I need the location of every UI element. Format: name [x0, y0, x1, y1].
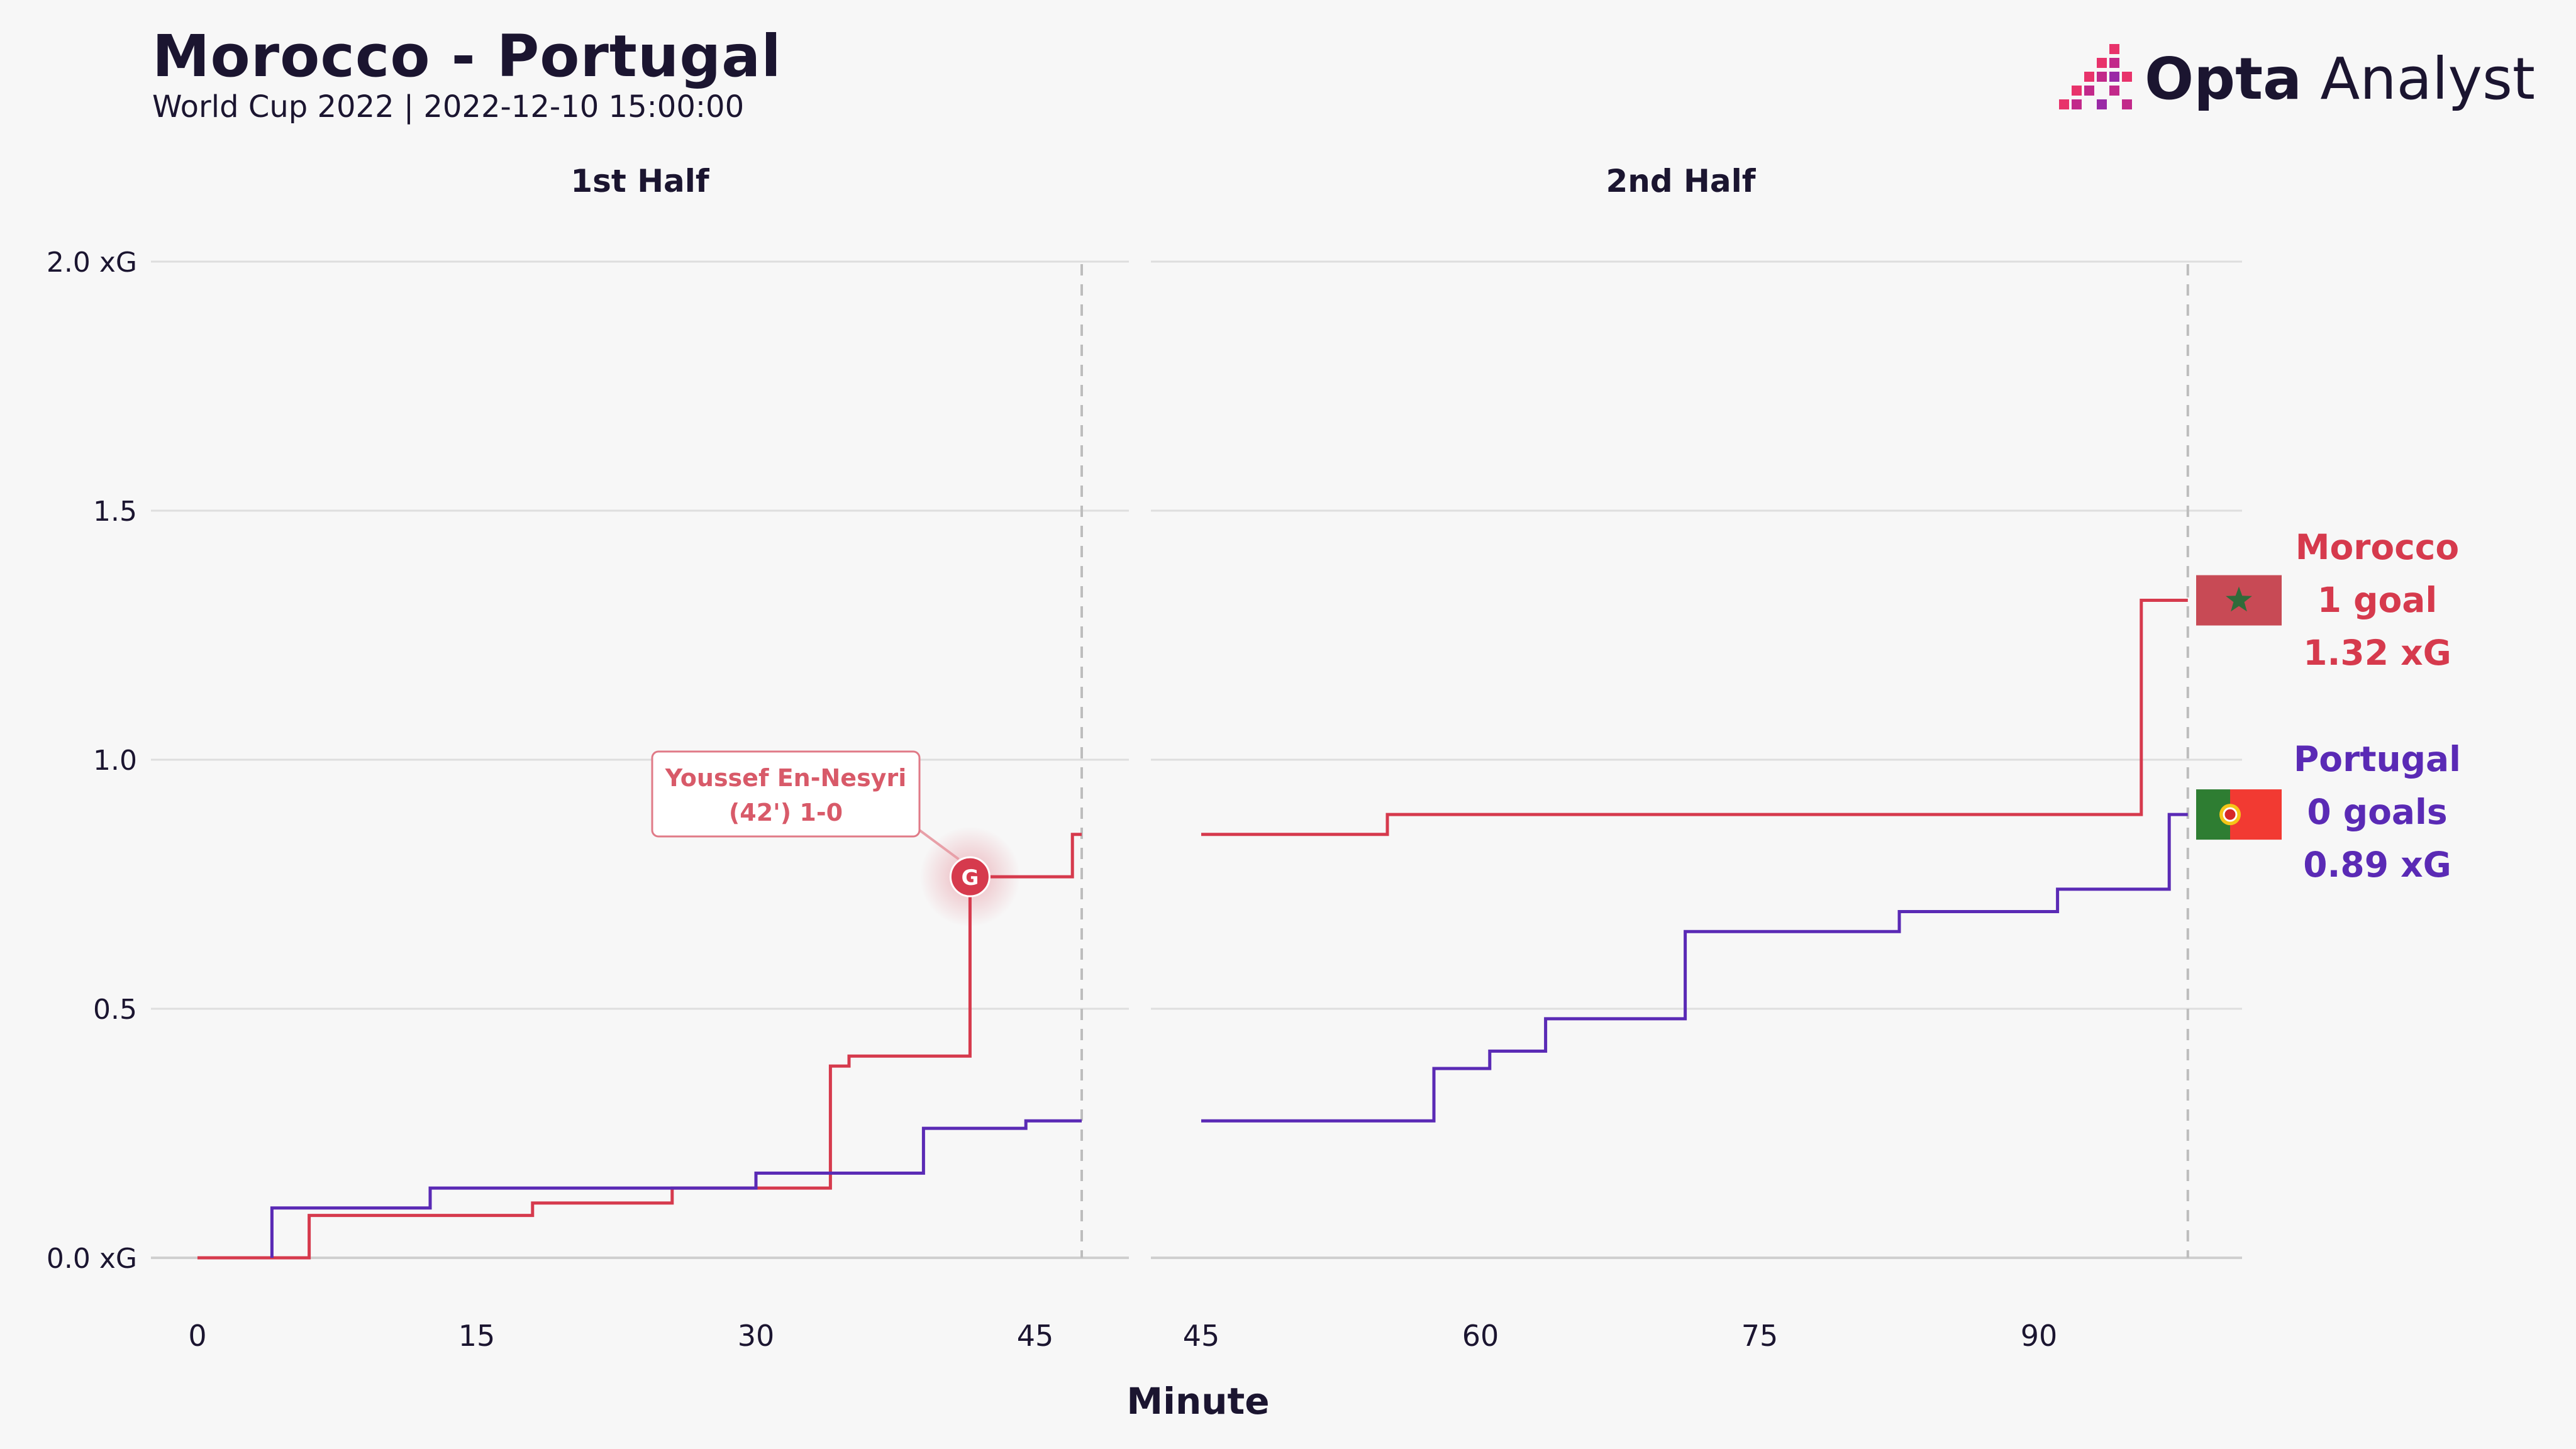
portugal-summary: Portugal 0 goals 0.89 xG [2251, 733, 2503, 891]
x-tick-label-1-1: 60 [1462, 1319, 1499, 1353]
goal-leader-line-0 [918, 829, 960, 860]
panel-title-0: 1st Half [570, 163, 710, 199]
portugal-flag-icon [2196, 789, 2282, 840]
series-line-portugal-0 [270, 1119, 1082, 1258]
x-tick-label-0-0: 0 [188, 1319, 206, 1353]
x-tick-label-1-2: 75 [1741, 1319, 1779, 1353]
panel-title-1: 2nd Half [1606, 163, 1756, 199]
y-tick-label-1: 0.5 [93, 994, 137, 1026]
opta-analyst-logo: Opta Analyst [2057, 38, 2535, 119]
morocco-name: Morocco [2295, 527, 2460, 567]
morocco-flag-icon [2196, 575, 2282, 626]
y-tick-label-3: 1.5 [93, 496, 137, 528]
chart-title: Morocco - Portugal [152, 23, 782, 90]
morocco-summary: Morocco 1 goal 1.32 xG [2251, 521, 2503, 679]
series-line-morocco-0 [197, 833, 1082, 1260]
morocco-xg: 1.32 xG [2303, 633, 2451, 673]
x-tick-label-0-1: 15 [458, 1319, 496, 1353]
goal-scorer-label-0: Youssef En-Nesyri [665, 764, 906, 792]
morocco-flag-star [2226, 586, 2252, 612]
x-tick-label-0-3: 45 [1017, 1319, 1054, 1353]
x-axis-label: Minute [1126, 1380, 1269, 1423]
chart-subtitle: World Cup 2022 | 2022-12-10 15:00:00 [152, 89, 745, 125]
series-line-portugal-1 [1201, 813, 2188, 1123]
opta-logo-icon [2059, 44, 2132, 109]
series-line-morocco-1 [1201, 599, 2188, 836]
y-tick-label-0: 0.0 xG [47, 1243, 137, 1275]
portugal-xg: 0.89 xG [2303, 845, 2451, 885]
morocco-goals: 1 goal [2317, 580, 2438, 620]
goal-score-label-0: (42') 1-0 [729, 799, 843, 826]
y-tick-label-2: 1.0 [93, 745, 137, 777]
goal-marker-0 [949, 856, 991, 897]
portugal-goals: 0 goals [2307, 792, 2448, 832]
logo-wordmark: Opta Analyst [2145, 45, 2535, 113]
portugal-flag-shield [2223, 807, 2238, 822]
goal-annotation-box-0 [651, 750, 921, 838]
x-tick-label-0-2: 30 [738, 1319, 775, 1353]
x-tick-label-1-0: 45 [1183, 1319, 1220, 1353]
goal-marker-label-0: G [961, 865, 979, 891]
portugal-name: Portugal [2293, 739, 2461, 779]
y-tick-label-4: 2.0 xG [47, 247, 137, 279]
x-tick-label-1-3: 90 [2021, 1319, 2058, 1353]
